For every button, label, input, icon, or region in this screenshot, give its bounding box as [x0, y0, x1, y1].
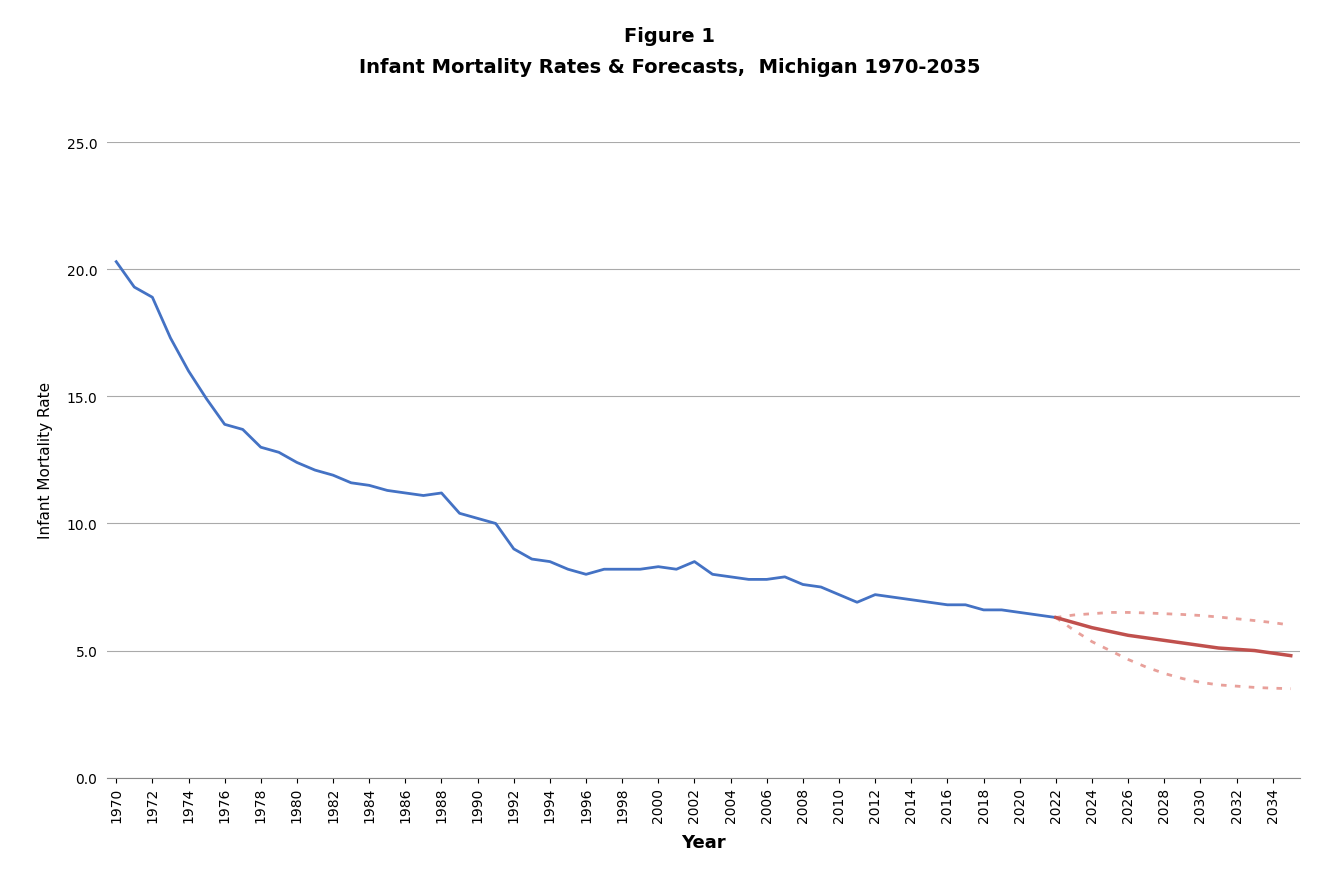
Text: Figure 1
Infant Mortality Rates & Forecasts,  Michigan 1970-2035: Figure 1 Infant Mortality Rates & Foreca…	[359, 27, 981, 77]
Y-axis label: Infant Mortality Rate: Infant Mortality Rate	[38, 382, 52, 539]
X-axis label: Year: Year	[681, 833, 726, 851]
